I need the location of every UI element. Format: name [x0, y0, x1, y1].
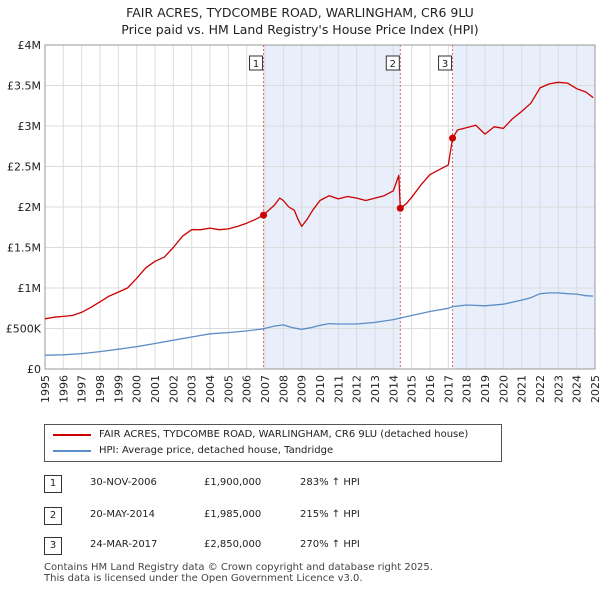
x-tick-label: 2008 [277, 375, 290, 403]
x-tick-label: 2003 [186, 375, 199, 403]
chart-legend: FAIR ACRES, TYDCOMBE ROAD, WARLINGHAM, C… [44, 424, 502, 462]
y-tick-label: £3.5M [7, 80, 41, 93]
x-tick-label: 2009 [296, 375, 309, 403]
x-tick-label: 1997 [76, 375, 89, 403]
x-tick-label: 1996 [57, 375, 70, 403]
transaction-price: £1,900,000 [204, 477, 262, 488]
marker-label: 1 [253, 59, 259, 70]
y-tick-label: £2M [18, 201, 42, 214]
x-tick-label: 2004 [204, 375, 217, 403]
sale-point [449, 134, 457, 142]
y-tick-label: £1M [18, 282, 42, 295]
footer-copyright: Contains HM Land Registry data © Crown c… [44, 562, 433, 573]
x-tick-label: 2006 [241, 375, 254, 403]
x-tick-label: 2023 [552, 375, 565, 403]
x-tick-label: 2022 [534, 375, 547, 403]
transaction-price: £2,850,000 [204, 539, 262, 550]
sale-point [396, 204, 404, 212]
price-paid-line [44, 81, 594, 320]
legend-swatch-hpi [53, 450, 91, 452]
transaction-hpi-change: 215% ↑ HPI [300, 509, 360, 520]
transaction-hpi-change: 270% ↑ HPI [300, 539, 360, 550]
x-tick-label: 1999 [112, 375, 125, 403]
x-tick-label: 1995 [39, 375, 52, 403]
marker-label-box [385, 55, 400, 71]
transaction-number: 1 [44, 475, 62, 493]
y-tick-label: £1.5M [7, 242, 41, 255]
hpi-line [44, 292, 594, 356]
plot-frame [44, 44, 596, 370]
price-chart: £0 £500K £1M £1.5M £2M £2.5M £3M £3.5M £4M 1995 19… [6, 39, 600, 403]
y-tick-label: £4M [18, 39, 42, 52]
chart-title: FAIR ACRES, TYDCOMBE ROAD, WARLINGHAM, C… [126, 5, 474, 20]
x-tick-label: 2011 [332, 375, 345, 403]
x-tick-label: 2015 [406, 375, 419, 403]
transaction-number: 2 [44, 507, 62, 525]
transaction-number: 3 [44, 537, 62, 555]
x-tick-label: 2005 [222, 375, 235, 403]
x-tick-label: 2016 [424, 375, 437, 403]
y-tick-label: £2.5M [7, 161, 41, 174]
marker-label-box [249, 55, 264, 71]
legend-swatch-price [53, 434, 91, 436]
marker-label: 2 [390, 59, 396, 70]
x-tick-label: 2024 [571, 375, 584, 403]
marker-label: 3 [442, 59, 448, 70]
legend-label-price: FAIR ACRES, TYDCOMBE ROAD, WARLINGHAM, C… [99, 429, 469, 440]
x-tick-label: 2010 [314, 375, 327, 403]
footer-licence: This data is licensed under the Open Gov… [44, 573, 363, 584]
x-tick-label: 1998 [94, 375, 107, 403]
x-tick-label: 2021 [516, 375, 529, 403]
x-tick-label: 2020 [497, 375, 510, 403]
x-tick-label: 2012 [351, 375, 364, 403]
x-tick-label: 2000 [131, 375, 144, 403]
x-tick-label: 2017 [442, 375, 455, 403]
x-tick-label: 2019 [479, 375, 492, 403]
x-tick-label: 2001 [149, 375, 162, 403]
transaction-price: £1,985,000 [204, 509, 262, 520]
x-tick-label: 2018 [461, 375, 474, 403]
transaction-date: 30-NOV-2006 [90, 477, 157, 488]
sale-point [260, 211, 268, 219]
x-tick-label: 2025 [589, 375, 600, 403]
transaction-date: 20-MAY-2014 [90, 509, 156, 520]
x-tick-label: 2013 [369, 375, 382, 403]
x-tick-label: 2014 [387, 375, 400, 403]
legend-label-hpi: HPI: Average price, detached house, Tand… [99, 445, 334, 456]
y-tick-label: £3M [18, 120, 42, 133]
marker-label-box [438, 55, 453, 71]
y-tick-label: £500K [6, 323, 42, 336]
x-tick-label: 2002 [167, 375, 180, 403]
transaction-date: 24-MAR-2017 [90, 539, 158, 550]
transaction-hpi-change: 283% ↑ HPI [300, 477, 360, 488]
chart-subtitle: Price paid vs. HM Land Registry's House … [121, 22, 479, 37]
y-tick-label: £0 [27, 363, 41, 376]
x-tick-label: 2007 [259, 375, 272, 403]
